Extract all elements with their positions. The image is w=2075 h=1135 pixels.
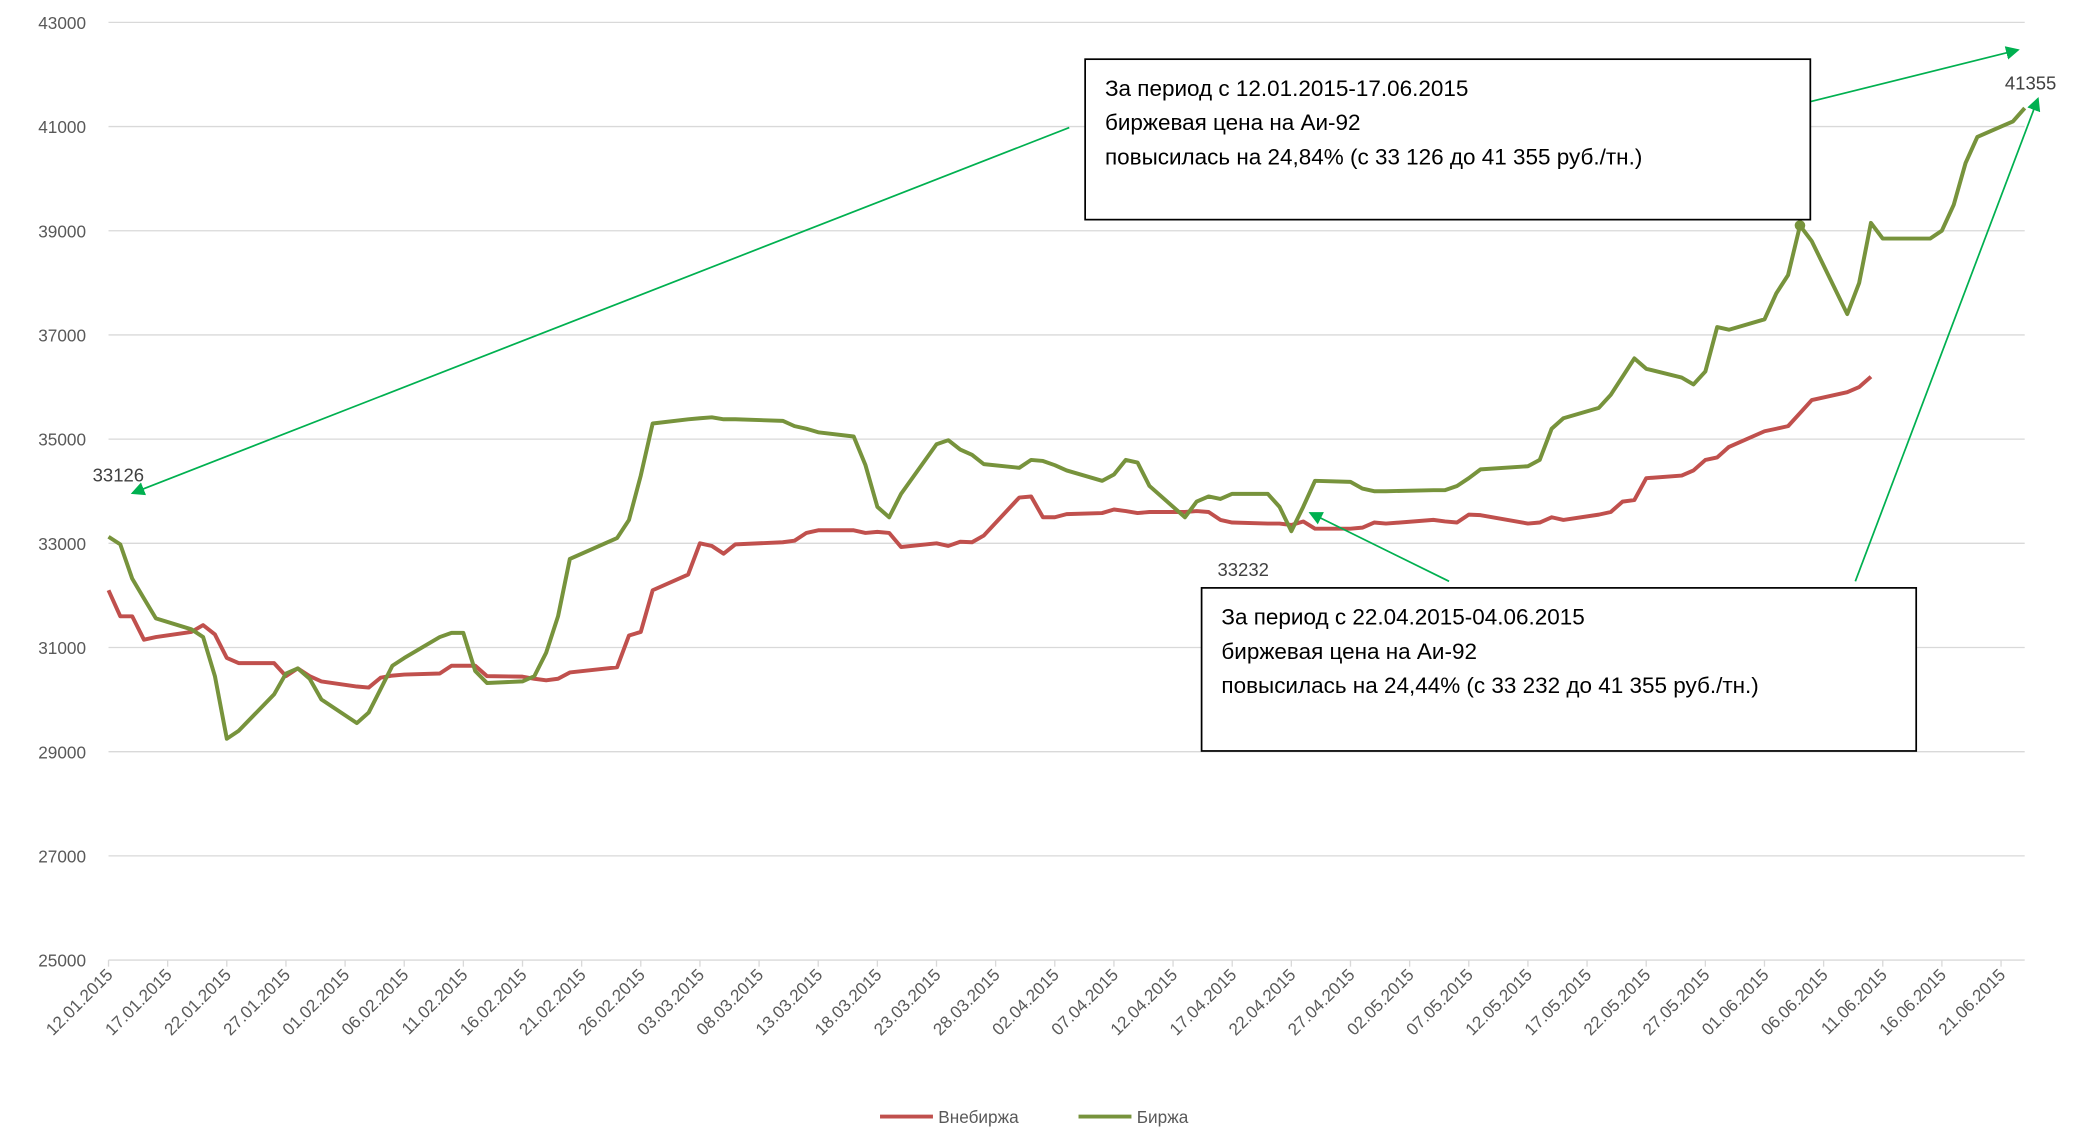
y-tick-label: 37000	[38, 326, 86, 346]
y-tick-label: 35000	[38, 430, 86, 450]
series-line	[107, 106, 2027, 741]
y-tick-label: 25000	[38, 951, 86, 971]
annotation-text: За период с 12.01.2015-17.06.2015	[1105, 76, 1468, 101]
y-tick-label: 27000	[38, 847, 86, 867]
series-line	[106, 375, 1873, 690]
marker	[1794, 220, 1806, 231]
y-tick-label: 43000	[38, 13, 86, 33]
legend-label: Внебиржа	[938, 1107, 1019, 1127]
annotation-text: биржевая цена на Аи-92	[1221, 639, 1477, 664]
legend-label: Биржа	[1137, 1107, 1189, 1127]
y-tick-label: 41000	[38, 117, 86, 137]
point-label: 41355	[2005, 72, 2056, 93]
y-tick-label: 29000	[38, 742, 86, 762]
annotation-box	[1084, 58, 1812, 221]
annotation-text: За период с 22.04.2015-04.06.2015	[1221, 605, 1584, 630]
point-label: 33232	[1217, 559, 1268, 580]
annotation-text: повысилась на 24,84% (с 33 126 до 41 355…	[1105, 144, 1642, 169]
annotation-text: биржевая цена на Аи-92	[1105, 110, 1361, 135]
arrow	[1779, 46, 2020, 110]
y-tick-label: 33000	[38, 534, 86, 554]
y-tick-label: 39000	[38, 221, 86, 241]
annotation-text: повысилась на 24,44% (с 33 232 до 41 355…	[1221, 673, 1758, 698]
annotation-box	[1200, 587, 1918, 752]
arrow	[1308, 512, 1450, 583]
arrow	[130, 126, 1070, 496]
y-tick-label: 31000	[38, 638, 86, 658]
arrow	[1854, 97, 2041, 582]
point-label: 33126	[93, 464, 144, 485]
